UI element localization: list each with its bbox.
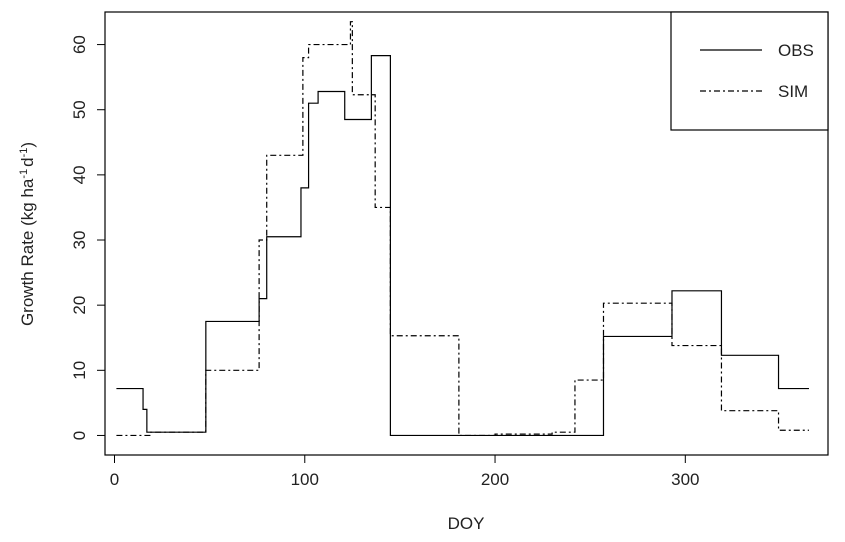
y-tick-label-0: 0 [70,431,89,440]
y-tick-label-50: 50 [70,100,89,119]
legend-label-obs: OBS [778,41,814,60]
series-line-obs [116,55,809,437]
y-tick-label-20: 20 [70,296,89,315]
y-axis-title: Growth Rate (kg ha-1d-1) [18,142,37,326]
y-tick-label-10: 10 [70,361,89,380]
x-tick-label-200: 200 [481,470,509,489]
y-tick-label-40: 40 [70,165,89,184]
plot-marks [116,21,809,437]
legend-label-sim: SIM [778,82,808,101]
x-axis-title: DOY [448,514,485,533]
y-axis: 0 10 20 30 40 50 60 [70,35,106,440]
x-tick-label-0: 0 [110,470,119,489]
x-tick-label-300: 300 [671,470,699,489]
y-tick-label-60: 60 [70,35,89,54]
series-line-sim [116,21,809,437]
legend: OBS SIM [670,11,829,131]
x-tick-label-100: 100 [291,470,319,489]
y-tick-label-30: 30 [70,231,89,250]
x-axis: 0 100 200 300 [110,454,699,489]
legend-box [670,11,829,131]
